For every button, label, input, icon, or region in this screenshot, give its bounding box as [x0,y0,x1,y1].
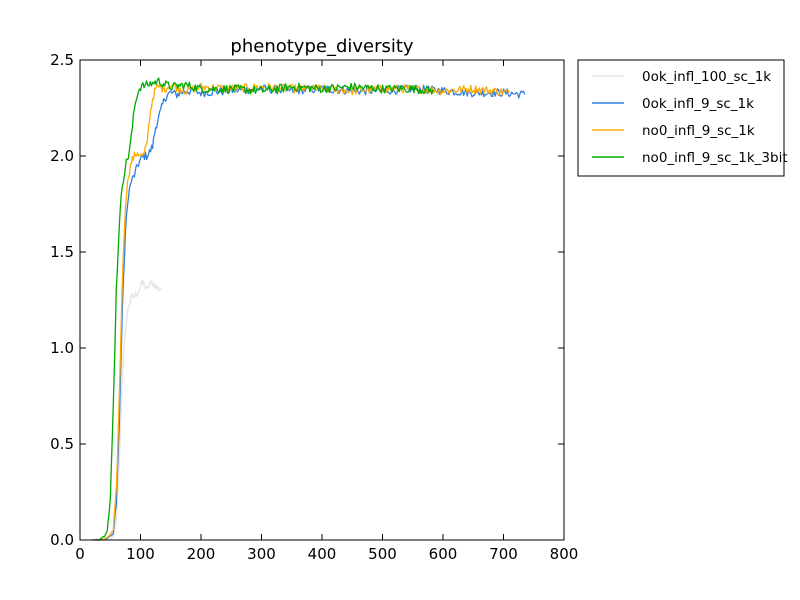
x-tick-label: 0 [75,545,85,563]
y-tick-label: 2.0 [50,147,74,165]
y-tick-label: 1.0 [50,339,74,357]
x-tick-label: 600 [429,545,458,563]
x-tick-label: 400 [308,545,337,563]
x-tick-label: 700 [489,545,518,563]
series-line-4 [91,77,435,541]
legend-label: no0_infl_9_sc_1k [642,123,755,139]
y-tick-label: 1.5 [50,243,74,261]
series-line-1 [104,279,163,541]
y-tick-label: 2.5 [50,51,74,69]
legend-label: 0ok_infl_100_sc_1k [642,69,771,85]
x-tick-label: 100 [126,545,155,563]
legend-label: no0_infl_9_sc_1k_3bit [642,150,788,166]
y-tick-label: 0.0 [50,531,74,549]
y-tick-label: 0.5 [50,435,74,453]
legend: 0ok_infl_100_sc_1k 0ok_infl_9_sc_1k no0_in… [577,59,788,177]
plot-area: 0 100 200 300 400 500 600 700 800 0.0 0.5 1.0 1.5 2.0… [50,51,578,563]
legend-label: 0ok_infl_9_sc_1k [642,96,754,112]
x-tick-label: 800 [550,545,579,563]
x-tick-label: 200 [187,545,216,563]
x-tick-label: 300 [247,545,276,563]
x-tick-label: 500 [368,545,397,563]
chart-title: phenotype_diversity [230,36,414,57]
